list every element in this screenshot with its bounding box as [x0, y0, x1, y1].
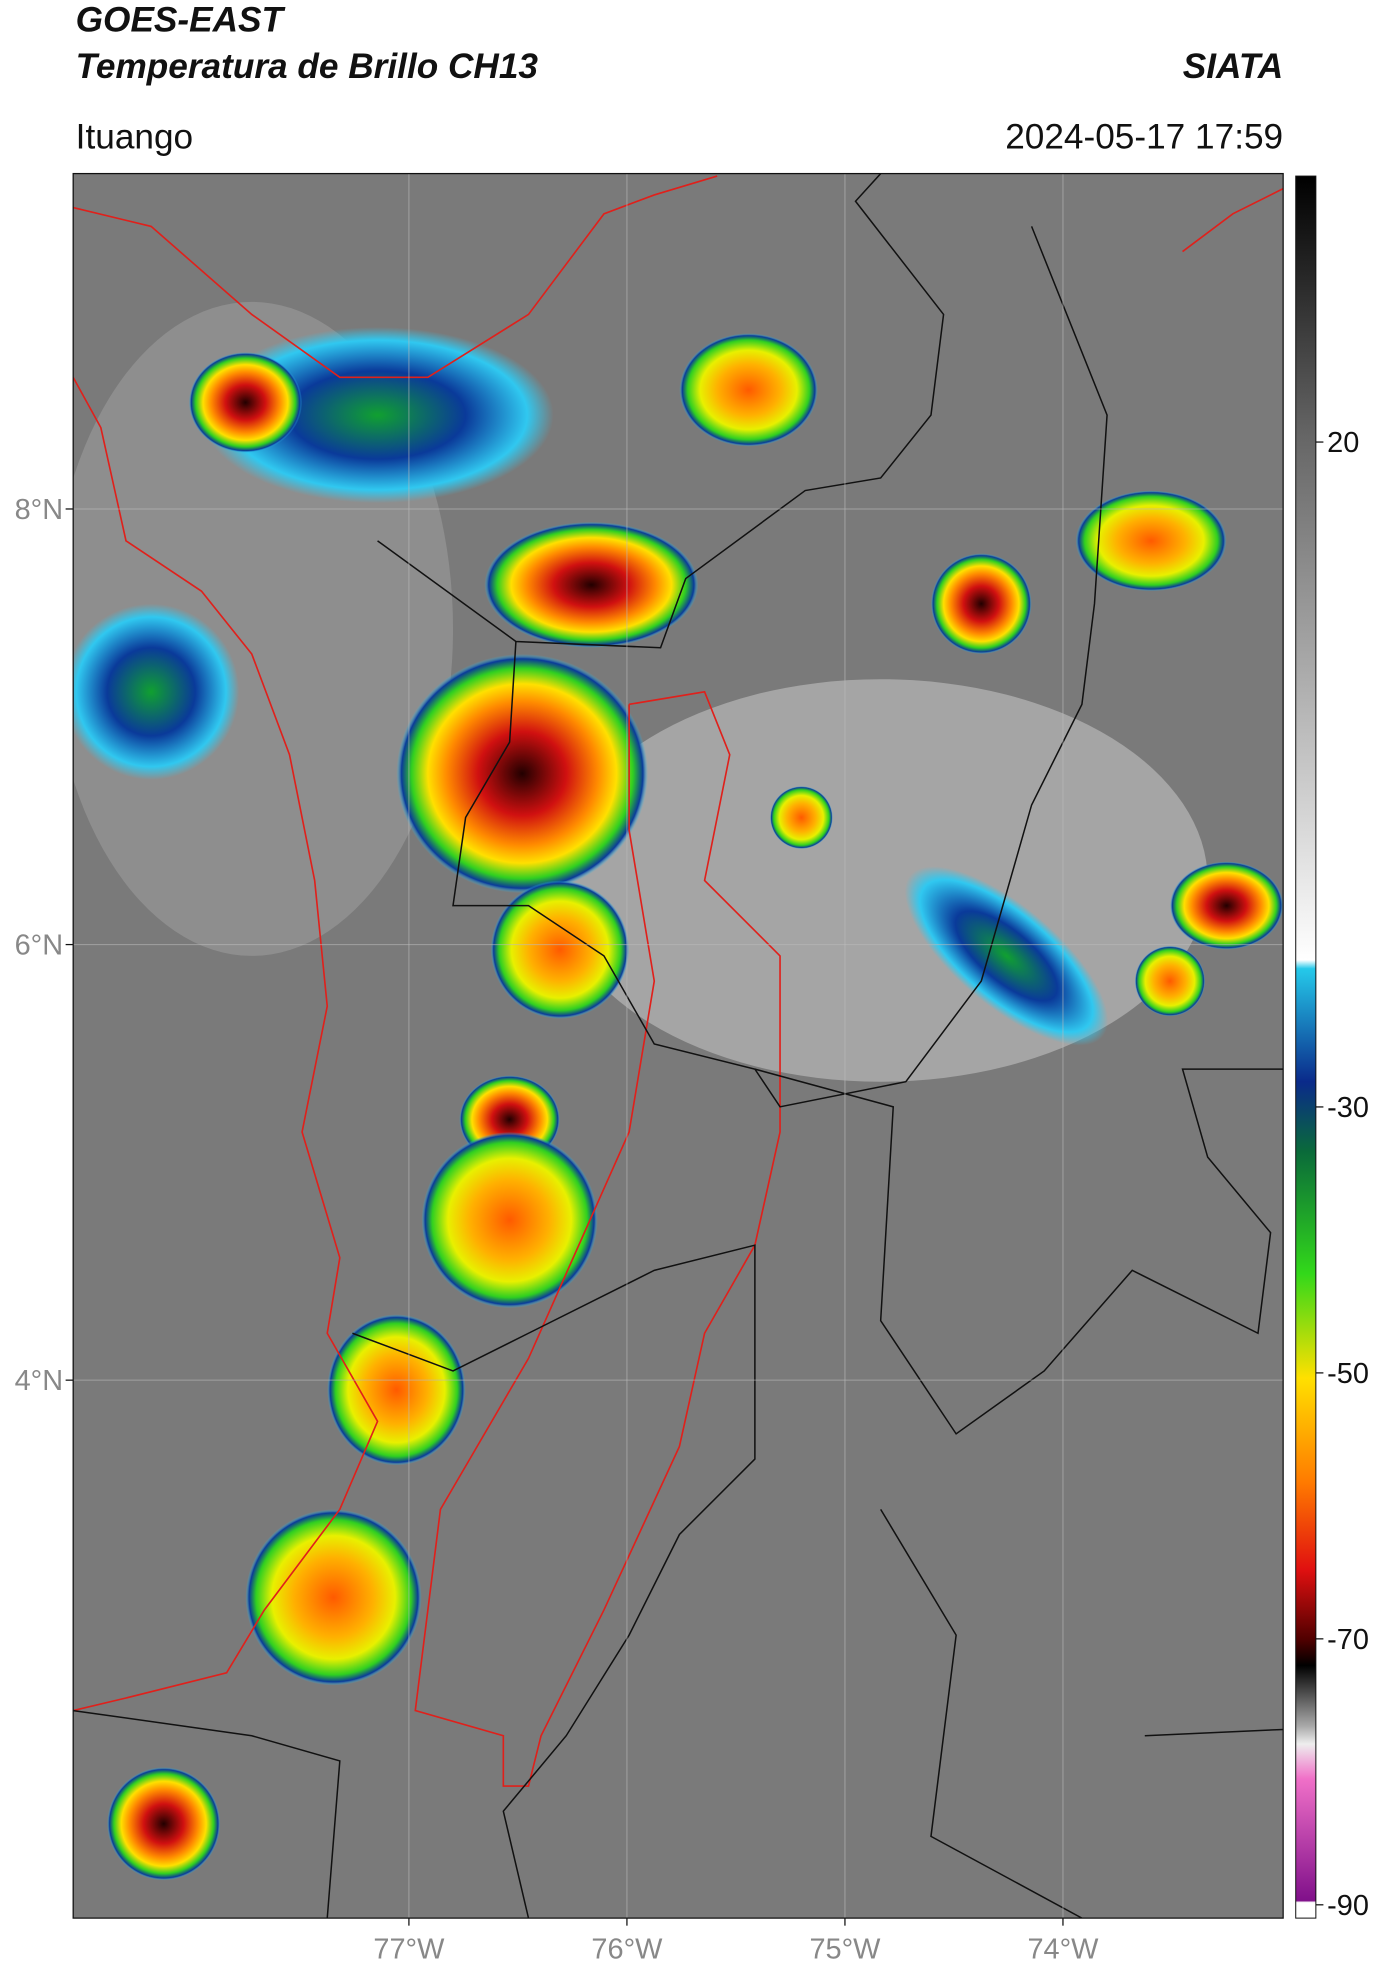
department-boundary [414, 690, 781, 1787]
subtitle: Temperatura de Brillo CH13 [76, 47, 539, 86]
title: GOES-EAST [76, 0, 286, 39]
border [377, 173, 945, 649]
border [452, 226, 1108, 1108]
lon-tick-label: 74°W [1027, 1933, 1099, 1965]
location: Ituango [76, 117, 193, 156]
colorbar-tick-label: -30 [1327, 1092, 1369, 1124]
cloud-feature [107, 1767, 221, 1881]
border [754, 1068, 1284, 1435]
border [352, 1244, 756, 1919]
cloud-feature [245, 1509, 422, 1686]
coastline [73, 175, 718, 379]
border [880, 1508, 1083, 1919]
cloud-feature [484, 521, 699, 648]
border [1144, 1728, 1284, 1737]
source: SIATA [1183, 47, 1283, 86]
cloud-texture [553, 679, 1208, 1082]
lon-tick-label: 76°W [591, 1933, 663, 1965]
coastline [1182, 187, 1284, 253]
lon-tick-label: 75°W [809, 1933, 881, 1965]
graticule [73, 173, 1284, 1919]
cloud-feature [327, 1314, 466, 1466]
lat-tick-label: 6°N [15, 930, 64, 962]
datetime: 2024-05-17 17:59 [1005, 117, 1283, 156]
cloud-feature [421, 1132, 598, 1309]
colorbar-tick-label: -70 [1327, 1624, 1369, 1656]
lat-tick-label: 4°N [15, 1365, 64, 1397]
cloud-feature [396, 654, 648, 894]
coastline [73, 376, 379, 1712]
colorbar [1295, 175, 1317, 1919]
cloud-feature [930, 553, 1032, 655]
border [73, 1709, 341, 1919]
cloud-feature [490, 880, 630, 1019]
lon-tick-label: 77°W [373, 1933, 445, 1965]
cloud-feature [904, 866, 1109, 1046]
cloud-feature [73, 603, 240, 780]
cloud-feature [769, 786, 833, 849]
lat-tick-label: 8°N [15, 494, 64, 526]
cloud-feature [679, 333, 818, 447]
cloud-feature [1075, 490, 1227, 592]
colorbar-tick-label: -50 [1327, 1358, 1369, 1390]
colorbar-tick-label: 20 [1327, 427, 1359, 459]
colorbar-tick-label: -90 [1327, 1890, 1369, 1922]
map [73, 173, 1284, 1919]
cloud-feature [188, 352, 303, 453]
cloud-feature [1169, 861, 1284, 950]
cloud-feature [1134, 945, 1206, 1017]
map-frame [72, 172, 1284, 1919]
